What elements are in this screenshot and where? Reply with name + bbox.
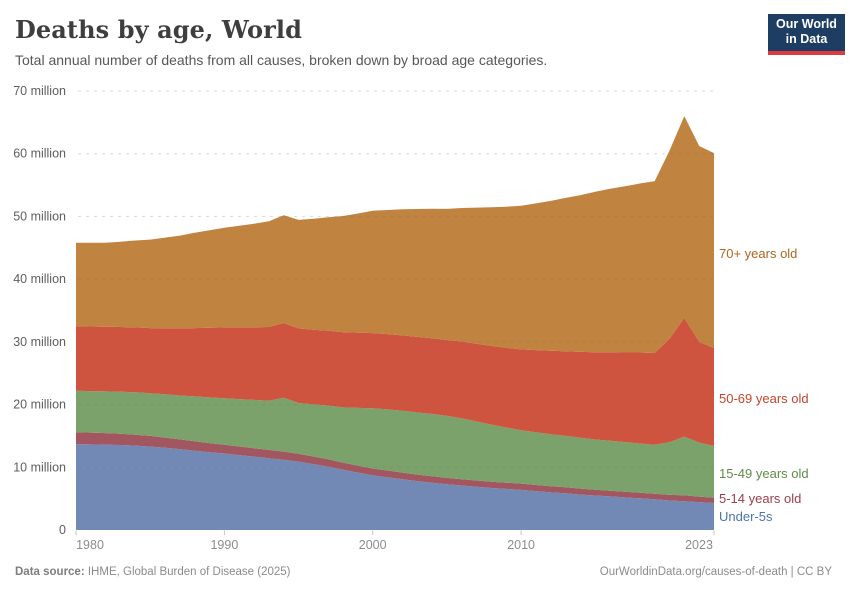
series-label-15-49-years-old[interactable]: 15-49 years old (719, 466, 809, 481)
chart-footer: Data source: IHME, Global Burden of Dise… (15, 566, 832, 578)
area-50-69-years-old[interactable] (76, 318, 714, 446)
y-tick-label-50: 50 million (13, 209, 66, 223)
credit-link[interactable]: OurWorldinData.org/causes-of-death | CC … (599, 566, 832, 578)
y-tick-label-10: 10 million (13, 460, 66, 474)
owid-logo[interactable]: Our World in Data (768, 14, 845, 55)
x-tick-label-2010: 2010 (507, 538, 535, 552)
series-label-under-5s[interactable]: Under-5s (719, 509, 773, 524)
data-source-note: Data source: IHME, Global Burden of Dise… (15, 566, 291, 578)
x-tick-label-1980: 1980 (76, 538, 104, 552)
x-tick-label-2000: 2000 (359, 538, 387, 552)
owid-logo-line2: in Data (785, 32, 828, 46)
area-15-49-years-old[interactable] (76, 390, 714, 498)
y-tick-label-40: 40 million (13, 272, 66, 286)
y-tick-label-60: 60 million (13, 147, 66, 161)
series-label-5-14-years-old[interactable]: 5-14 years old (719, 491, 802, 506)
y-tick-label-0: 0 (59, 523, 66, 537)
x-tick-label-2023: 2023 (685, 538, 713, 552)
series-label-50-69-years-old[interactable]: 50-69 years old (719, 391, 809, 406)
y-tick-label-70: 70 million (13, 84, 66, 98)
y-tick-label-30: 30 million (13, 335, 66, 349)
page-title: Deaths by age, World (15, 15, 302, 44)
y-tick-label-20: 20 million (13, 398, 66, 412)
area-under-5s[interactable] (76, 444, 714, 530)
area-5-14-years-old[interactable] (76, 432, 714, 503)
data-source-label: Data source: (15, 566, 85, 578)
data-source-value: IHME, Global Burden of Disease (2025) (84, 566, 291, 578)
owid-logo-line1: Our World (776, 17, 837, 31)
chart-subtitle: Total annual number of deaths from all c… (15, 52, 548, 68)
x-tick-label-1990: 1990 (210, 538, 238, 552)
series-label-70plus-years-old[interactable]: 70+ years old (719, 246, 798, 261)
area-70-years-old[interactable] (76, 116, 714, 353)
